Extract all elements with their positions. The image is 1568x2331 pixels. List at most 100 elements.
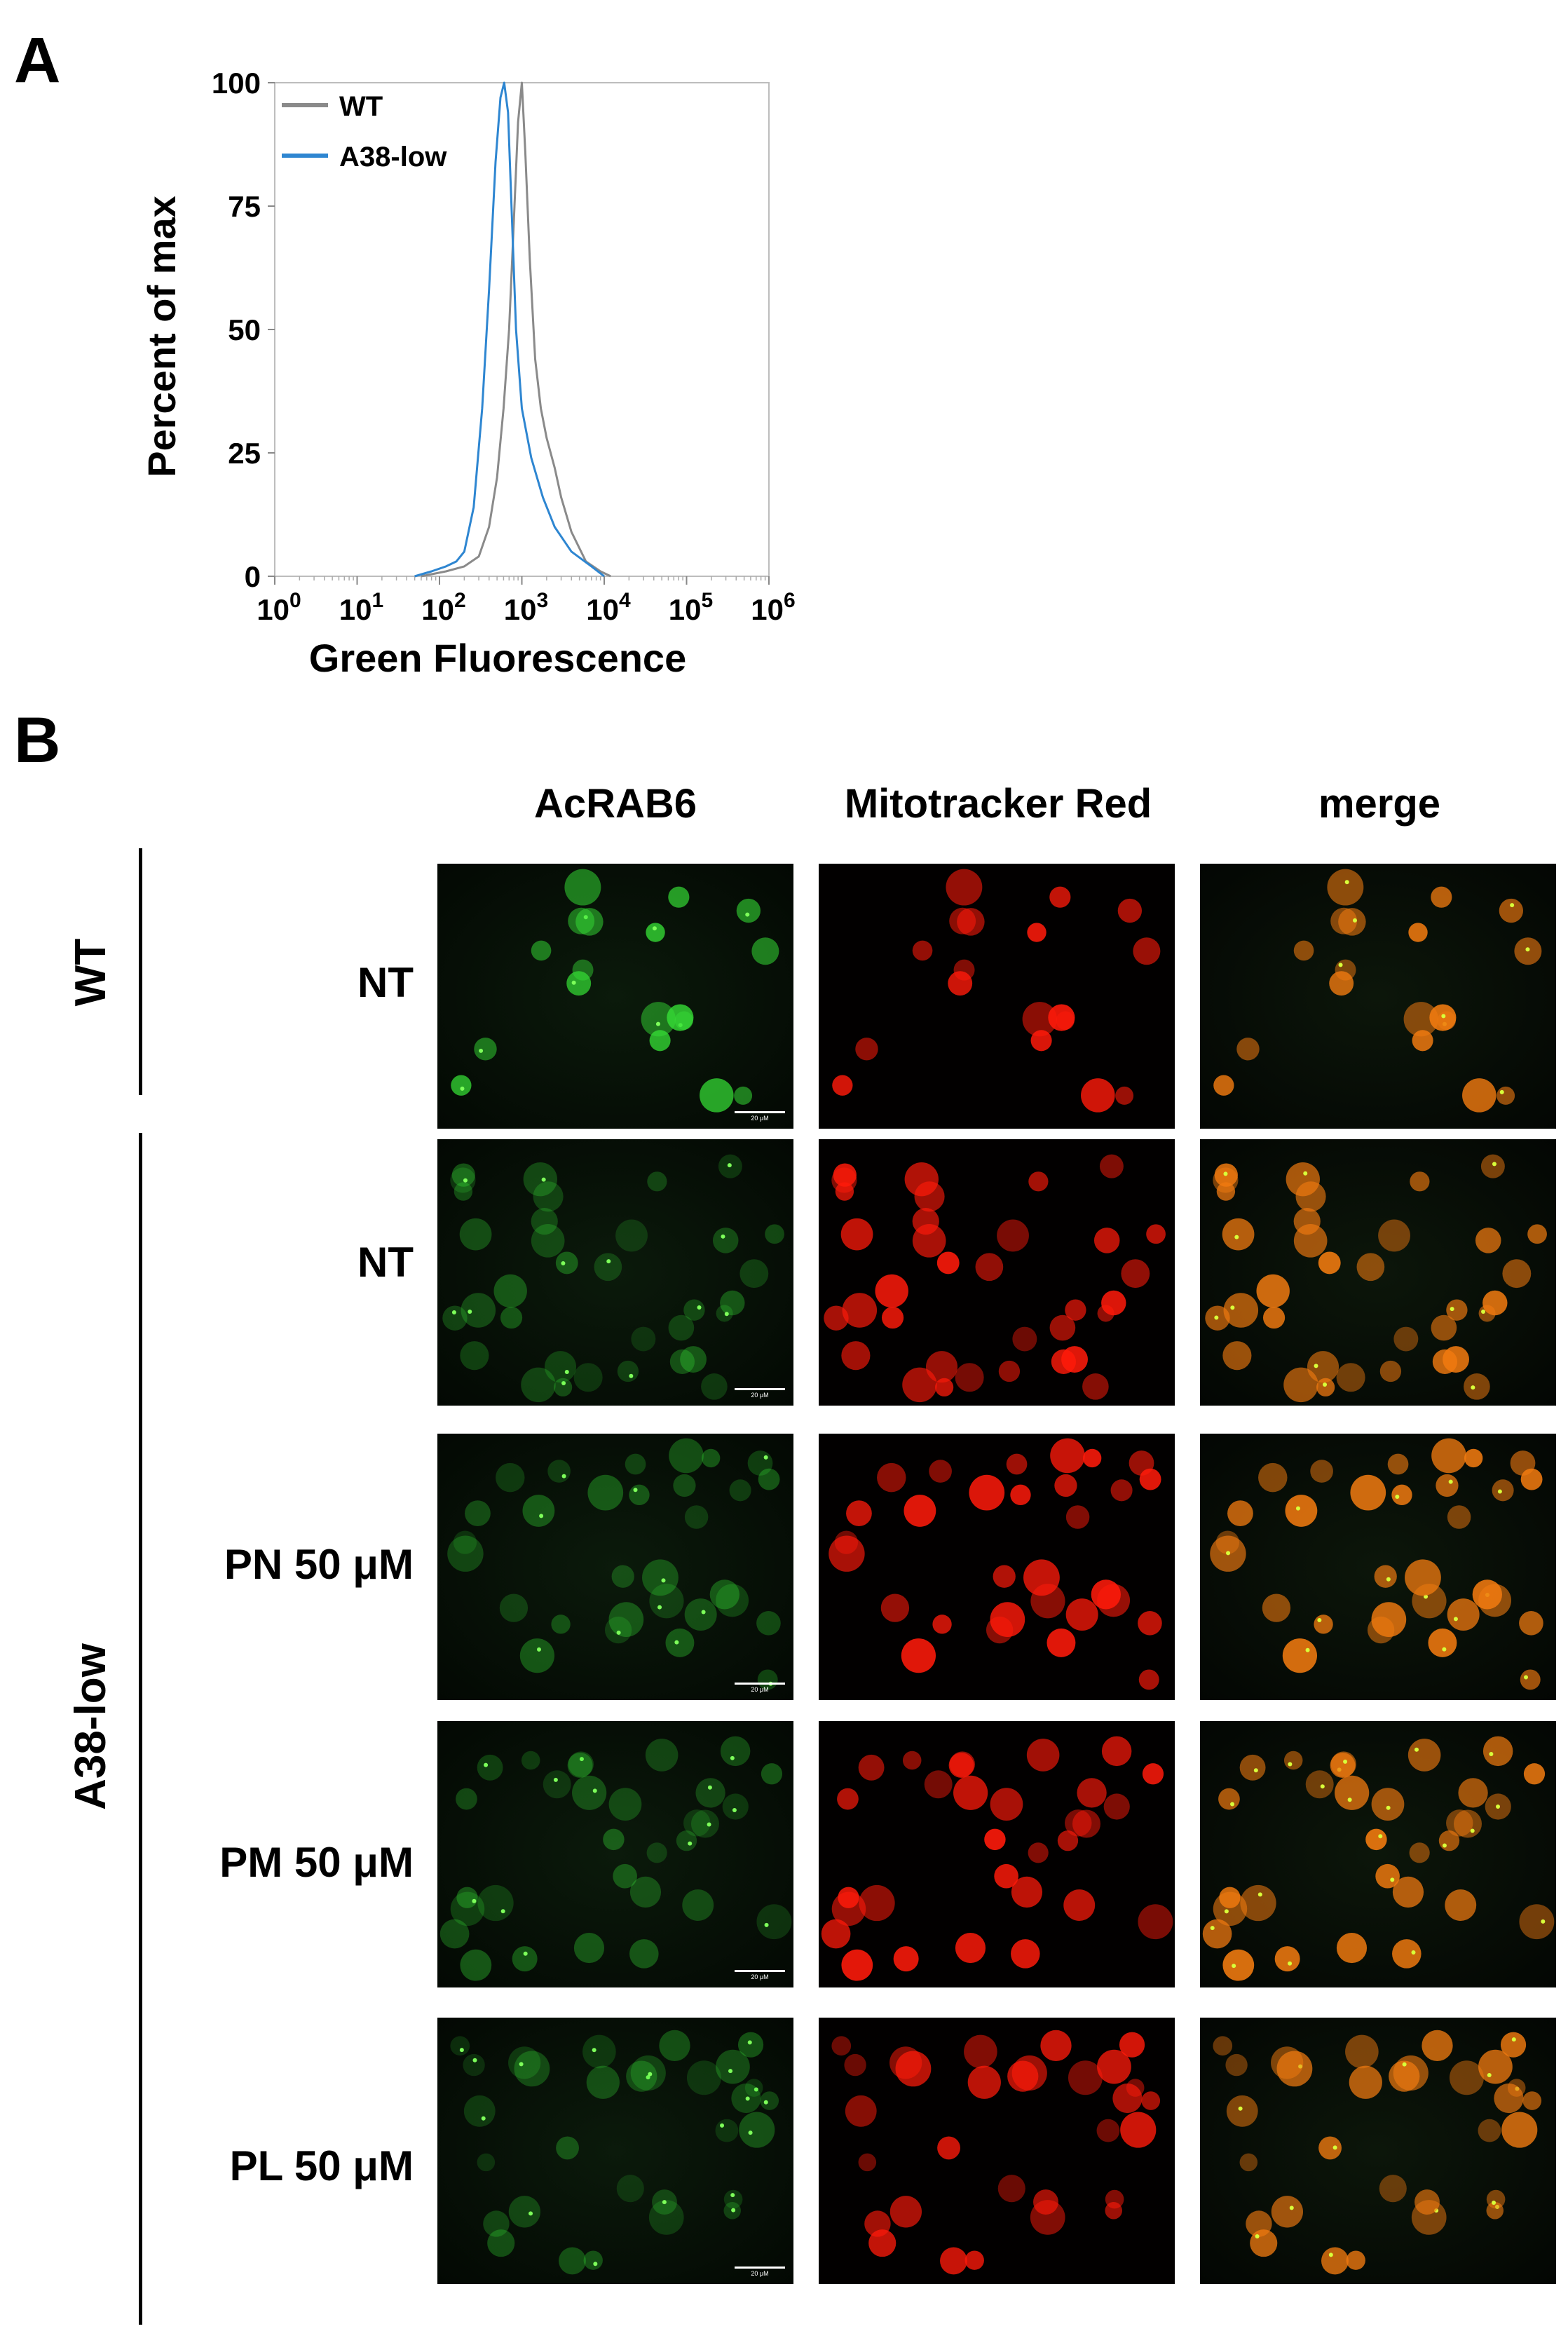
cell (439, 1919, 470, 1949)
micrograph-merge-row-4 (1200, 1721, 1556, 1987)
cell (912, 1208, 939, 1235)
micrograph-mitotracker-red-row-2 (819, 1139, 1175, 1406)
cell (1499, 898, 1524, 923)
puncta (564, 1369, 569, 1374)
puncta (1470, 1828, 1475, 1833)
puncta (652, 926, 657, 931)
cell (604, 1616, 632, 1644)
cell (1141, 2091, 1161, 2110)
cell (1464, 1373, 1490, 1400)
cell (1482, 1736, 1513, 1767)
cell (1438, 1830, 1460, 1851)
puncta (1303, 1171, 1308, 1176)
puncta (629, 1373, 634, 1378)
cell (1480, 1154, 1505, 1178)
puncta (697, 1305, 702, 1310)
cell (617, 1360, 639, 1382)
micrograph-merge-row-5 (1200, 2018, 1556, 2284)
puncta (592, 2048, 596, 2053)
puncta (655, 1021, 660, 1026)
cell (722, 1793, 749, 1820)
puncta (571, 980, 576, 985)
cell (1129, 1450, 1154, 1476)
cell (841, 1341, 871, 1371)
cell (1010, 1484, 1031, 1506)
cell (519, 1638, 555, 1673)
cell (1486, 2189, 1506, 2209)
cell (1522, 2091, 1542, 2110)
cell (582, 2034, 616, 2069)
cell (1447, 1598, 1480, 1631)
cell (846, 1500, 872, 1526)
cell (680, 1346, 707, 1373)
cell (1393, 1326, 1419, 1352)
cell-layer (831, 2030, 1161, 2275)
cell (893, 1946, 919, 1972)
puncta (732, 1808, 737, 1813)
series-line-a38-low (414, 81, 605, 578)
y-tick-label: 50 (228, 313, 261, 346)
cell (924, 1770, 953, 1799)
cell (1307, 1351, 1339, 1383)
cell (1115, 1086, 1134, 1105)
cell (1449, 2060, 1484, 2095)
cell (625, 1453, 646, 1475)
row-label-wt-nt: NT (357, 959, 414, 1006)
cell (844, 2053, 866, 2077)
puncta (1214, 1315, 1219, 1320)
cell (1146, 1224, 1166, 1244)
puncta (536, 1647, 541, 1652)
cell (1330, 1753, 1356, 1779)
cell (1464, 1448, 1483, 1468)
cell (573, 1933, 605, 1964)
cell (483, 2210, 510, 2237)
cell (442, 1305, 468, 1331)
cell (1091, 1579, 1121, 1610)
puncta (1471, 1385, 1475, 1390)
cell (616, 2175, 644, 2203)
cell (1093, 1228, 1120, 1253)
puncta (1226, 1551, 1231, 1556)
cell (969, 1474, 1005, 1511)
puncta (1257, 1892, 1262, 1897)
cell (837, 1788, 859, 1810)
puncta (1496, 1804, 1501, 1809)
scale-bar-label: 20 μM (751, 1392, 769, 1399)
puncta (661, 1578, 666, 1583)
cell (463, 2095, 496, 2127)
cell (1048, 1004, 1075, 1031)
cell (645, 1739, 679, 1772)
cell (566, 971, 592, 996)
cell (1133, 937, 1161, 965)
scale-bar: 20 μM (735, 1970, 785, 1980)
cell (523, 1162, 557, 1197)
cell (1256, 1274, 1290, 1308)
cell (940, 2247, 967, 2275)
cell (1222, 1949, 1255, 1981)
cell (1239, 1754, 1266, 1781)
cell (1262, 1593, 1291, 1622)
cell (925, 1351, 958, 1383)
cell (948, 1753, 974, 1779)
cell (555, 1251, 578, 1275)
puncta (1497, 1489, 1502, 1494)
puncta (1230, 1305, 1235, 1310)
micrograph-merge-row-3 (1200, 1434, 1556, 1700)
cell (1258, 1462, 1288, 1493)
cell (594, 1253, 622, 1282)
cell (648, 2200, 684, 2235)
cell (1478, 2049, 1513, 2084)
group-bracket-a38-low (139, 1133, 142, 2325)
cell (1049, 1314, 1076, 1341)
x-tick-label: 104 (586, 589, 631, 626)
cell (1110, 1479, 1133, 1502)
puncta (1441, 1014, 1446, 1019)
cell (451, 1075, 472, 1096)
cell (1112, 2083, 1143, 2114)
puncta (648, 2072, 653, 2077)
cell (1392, 1939, 1422, 1969)
cell (929, 1460, 952, 1483)
cell (845, 2095, 877, 2127)
cell (1065, 1505, 1090, 1529)
cell (715, 2119, 739, 2142)
